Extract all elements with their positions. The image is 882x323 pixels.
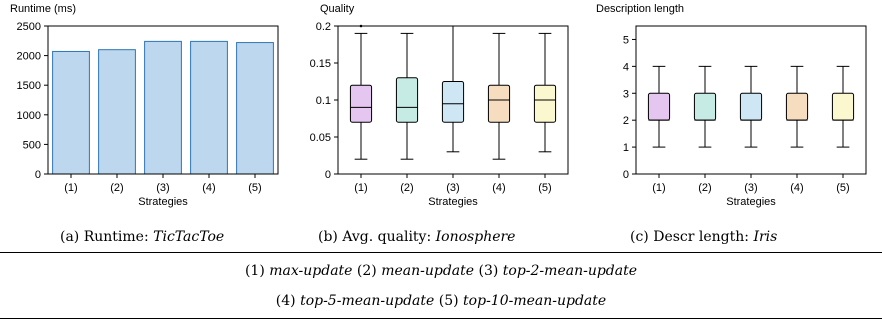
- caption-b-dataset: Ionosphere: [435, 229, 516, 245]
- legend-name-5: top-10-mean-update: [463, 293, 607, 309]
- panel-2-ytick-label: 2: [623, 115, 629, 127]
- panel-1-ytick-label: 0.15: [310, 58, 331, 70]
- box-1: [349, 84, 373, 123]
- panel-2-ytick-label: 0: [623, 169, 629, 181]
- bar-3: [144, 40, 182, 175]
- panel-0-xtick-label: (5): [248, 182, 261, 194]
- caption-b: (b) Avg. quality: Ionosphere: [318, 229, 515, 245]
- legend-name-2: mean-update: [381, 263, 475, 279]
- panel-1-frame: [337, 25, 569, 175]
- panel-1-xtick-label: (2): [400, 182, 413, 194]
- panel-2-xtick-label: (5): [836, 182, 849, 194]
- caption-b-prefix: (b) Avg. quality:: [318, 229, 436, 245]
- panel-0-ytick-label: 1500: [17, 80, 41, 92]
- box-2: [693, 92, 717, 121]
- caption-c-prefix: (c) Descr length:: [630, 229, 754, 245]
- bar-5: [236, 42, 274, 175]
- panel-2-ytick-label: 1: [623, 142, 629, 154]
- caption-c-dataset: Iris: [753, 229, 778, 245]
- panel-0-ytick-label: 0: [35, 169, 41, 181]
- legend-num-2: (2): [352, 263, 382, 279]
- legend-bottom-rule: [0, 318, 882, 319]
- panel-2-xtick-label: (4): [790, 182, 803, 194]
- legend-name-3: top-2-mean-update: [502, 263, 638, 279]
- box-4: [487, 84, 511, 123]
- panel-1-ytick-label: 0: [325, 169, 331, 181]
- panel-2-xtick-label: (1): [652, 182, 665, 194]
- panel-0-title: Runtime (ms): [10, 3, 76, 15]
- caption-a: (a) Runtime: TicTacToe: [60, 229, 224, 245]
- panel-0-xtick-label: (4): [202, 182, 215, 194]
- legend-line-2: (4) top-5-mean-update (5) top-10-mean-up…: [0, 293, 882, 309]
- caption-a-prefix: (a) Runtime:: [60, 229, 154, 245]
- panel-2-xtick-label: (2): [698, 182, 711, 194]
- legend-num-1: (1): [244, 263, 270, 279]
- panel-0-xtick-label: (3): [156, 182, 169, 194]
- panel-2-ytick-label: 3: [623, 88, 629, 100]
- panel-0-ytick-label: 500: [23, 139, 41, 151]
- legend-num-5: (5): [434, 293, 464, 309]
- legend-line-1: (1) max-update (2) mean-update (3) top-2…: [0, 263, 882, 279]
- panel-1-xtick-label: (1): [354, 182, 367, 194]
- legend-name-1: max-update: [269, 263, 353, 279]
- caption-c: (c) Descr length: Iris: [630, 229, 777, 245]
- panel-2-frame: [635, 25, 867, 175]
- box-5: [831, 92, 855, 121]
- box-2: [395, 77, 419, 123]
- panel-1-xtick-label: (5): [538, 182, 551, 194]
- panel-1-xtick-label: (3): [446, 182, 459, 194]
- box-3: [441, 81, 465, 123]
- bar-1: [52, 50, 90, 175]
- box-1: [647, 92, 671, 121]
- panel-0-ytick-label: 2000: [17, 51, 41, 63]
- panel-2-xtick-label: (3): [744, 182, 757, 194]
- legend-top-rule: [0, 252, 882, 253]
- box-3: [739, 92, 763, 121]
- panel-2-title: Description length: [596, 3, 684, 15]
- panel-0-frame: [47, 25, 279, 175]
- panel-0-xtick-label: (2): [110, 182, 123, 194]
- caption-a-dataset: TicTacToe: [153, 229, 225, 245]
- bar-2: [98, 49, 136, 175]
- bar-4: [190, 40, 228, 175]
- panel-1-ytick-label: 0.1: [316, 95, 331, 107]
- legend-num-4: (4): [275, 293, 301, 309]
- legend-num-3: (3): [474, 263, 503, 279]
- panel-2-ytick-label: 4: [623, 61, 629, 73]
- panel-0-ytick-label: 2500: [17, 21, 41, 33]
- panel-0-xlabel: Strategies: [138, 196, 188, 208]
- panel-1-title: Quality: [320, 3, 355, 15]
- box-4: [785, 92, 809, 121]
- box-5: [533, 84, 557, 123]
- panel-1-ytick-label: 0.2: [316, 21, 331, 33]
- panel-2-ytick-label: 5: [623, 34, 629, 46]
- panel-0-xtick-label: (1): [64, 182, 77, 194]
- panel-1-ytick-label: 0.05: [310, 132, 331, 144]
- panel-2-xlabel: Strategies: [726, 196, 776, 208]
- panel-0-ytick-label: 1000: [17, 110, 41, 122]
- legend-name-4: top-5-mean-update: [300, 293, 435, 309]
- panel-1-xtick-label: (4): [492, 182, 505, 194]
- panel-1-xlabel: Strategies: [428, 196, 478, 208]
